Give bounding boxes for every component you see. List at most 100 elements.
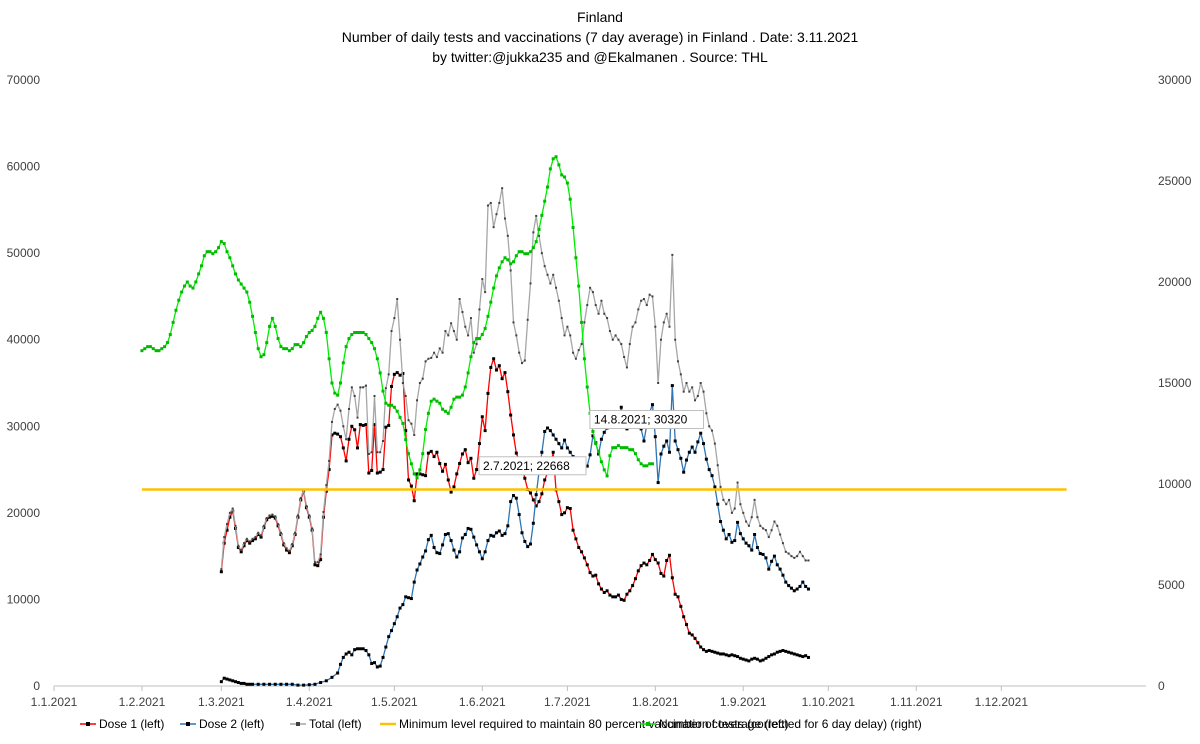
data-point xyxy=(611,446,615,450)
data-point xyxy=(778,649,782,653)
legend-marker xyxy=(86,722,90,726)
data-point xyxy=(239,282,243,286)
data-point xyxy=(407,452,411,456)
data-point xyxy=(333,391,337,395)
data-point xyxy=(432,545,436,549)
data-point xyxy=(628,589,632,593)
data-point xyxy=(421,377,424,380)
data-point xyxy=(327,357,331,361)
data-point xyxy=(253,331,257,334)
data-point xyxy=(486,204,489,207)
legend-label: Minimum level required to maintain 80 pe… xyxy=(399,717,789,731)
data-point xyxy=(375,471,379,475)
data-point xyxy=(342,425,345,428)
data-point xyxy=(277,523,280,526)
data-point xyxy=(594,304,597,307)
data-point xyxy=(480,333,484,337)
data-point xyxy=(500,377,504,381)
data-point xyxy=(531,246,535,250)
series-layer xyxy=(140,155,1067,687)
data-point xyxy=(381,389,385,393)
data-point xyxy=(755,657,759,661)
data-point xyxy=(719,652,723,656)
data-point xyxy=(435,356,438,359)
data-point xyxy=(591,291,594,294)
data-point xyxy=(489,300,493,304)
data-point xyxy=(653,558,657,562)
data-point xyxy=(270,316,274,320)
data-point xyxy=(738,656,742,660)
data-point xyxy=(503,371,507,375)
data-point xyxy=(294,531,297,534)
data-point xyxy=(341,361,345,365)
data-point xyxy=(577,545,581,549)
data-point xyxy=(676,595,680,599)
data-point xyxy=(682,390,685,393)
legend-label: Number of tests (corrected for 6 day del… xyxy=(659,717,922,731)
data-point xyxy=(477,337,481,341)
data-point xyxy=(625,446,629,450)
data-point xyxy=(514,496,518,500)
data-point xyxy=(656,481,660,485)
data-point xyxy=(336,432,340,436)
data-point xyxy=(304,335,308,339)
data-point xyxy=(750,657,754,661)
data-point xyxy=(605,589,609,593)
data-point xyxy=(236,545,240,549)
data-point xyxy=(597,312,600,315)
data-point xyxy=(755,545,759,549)
data-point xyxy=(659,452,663,456)
data-point xyxy=(619,446,623,450)
data-point xyxy=(477,442,481,446)
data-point xyxy=(208,250,212,254)
data-point xyxy=(327,468,331,472)
data-point xyxy=(548,429,552,433)
data-point xyxy=(608,330,611,333)
data-point xyxy=(503,532,507,536)
data-point xyxy=(256,347,260,351)
data-point xyxy=(291,543,294,546)
data-point xyxy=(767,567,771,571)
data-point xyxy=(447,334,450,337)
y-right-tick-label: 30000 xyxy=(1158,73,1192,87)
data-point xyxy=(433,351,436,354)
data-point xyxy=(418,382,421,384)
data-point xyxy=(350,333,354,337)
data-point xyxy=(373,423,377,427)
data-point xyxy=(231,679,235,683)
data-point xyxy=(418,472,422,476)
data-point xyxy=(716,651,720,655)
data-point xyxy=(413,433,416,436)
data-point xyxy=(217,246,221,250)
data-point xyxy=(685,458,689,462)
data-point xyxy=(589,286,592,289)
data-point xyxy=(429,399,433,403)
data-point xyxy=(679,604,683,608)
data-point xyxy=(225,677,229,681)
data-point xyxy=(463,385,467,389)
data-point xyxy=(268,515,272,519)
data-point xyxy=(336,393,340,397)
data-point xyxy=(458,298,461,301)
data-point xyxy=(577,349,580,352)
data-point xyxy=(370,451,373,454)
data-point xyxy=(222,676,226,680)
data-point xyxy=(580,320,584,324)
data-point xyxy=(534,240,538,244)
data-point xyxy=(806,587,810,591)
data-point xyxy=(171,320,175,324)
data-point xyxy=(494,368,498,372)
data-point xyxy=(399,338,402,341)
data-point xyxy=(336,671,340,675)
data-point xyxy=(548,167,552,171)
data-point xyxy=(770,529,773,532)
data-point xyxy=(401,421,405,425)
data-point xyxy=(347,437,351,441)
data-point xyxy=(319,558,323,562)
data-point xyxy=(707,468,711,472)
data-point xyxy=(682,470,686,474)
x-tick-label: 1.8.2021 xyxy=(632,695,679,709)
data-point xyxy=(197,272,201,276)
data-point xyxy=(387,635,391,639)
data-point xyxy=(653,435,657,439)
